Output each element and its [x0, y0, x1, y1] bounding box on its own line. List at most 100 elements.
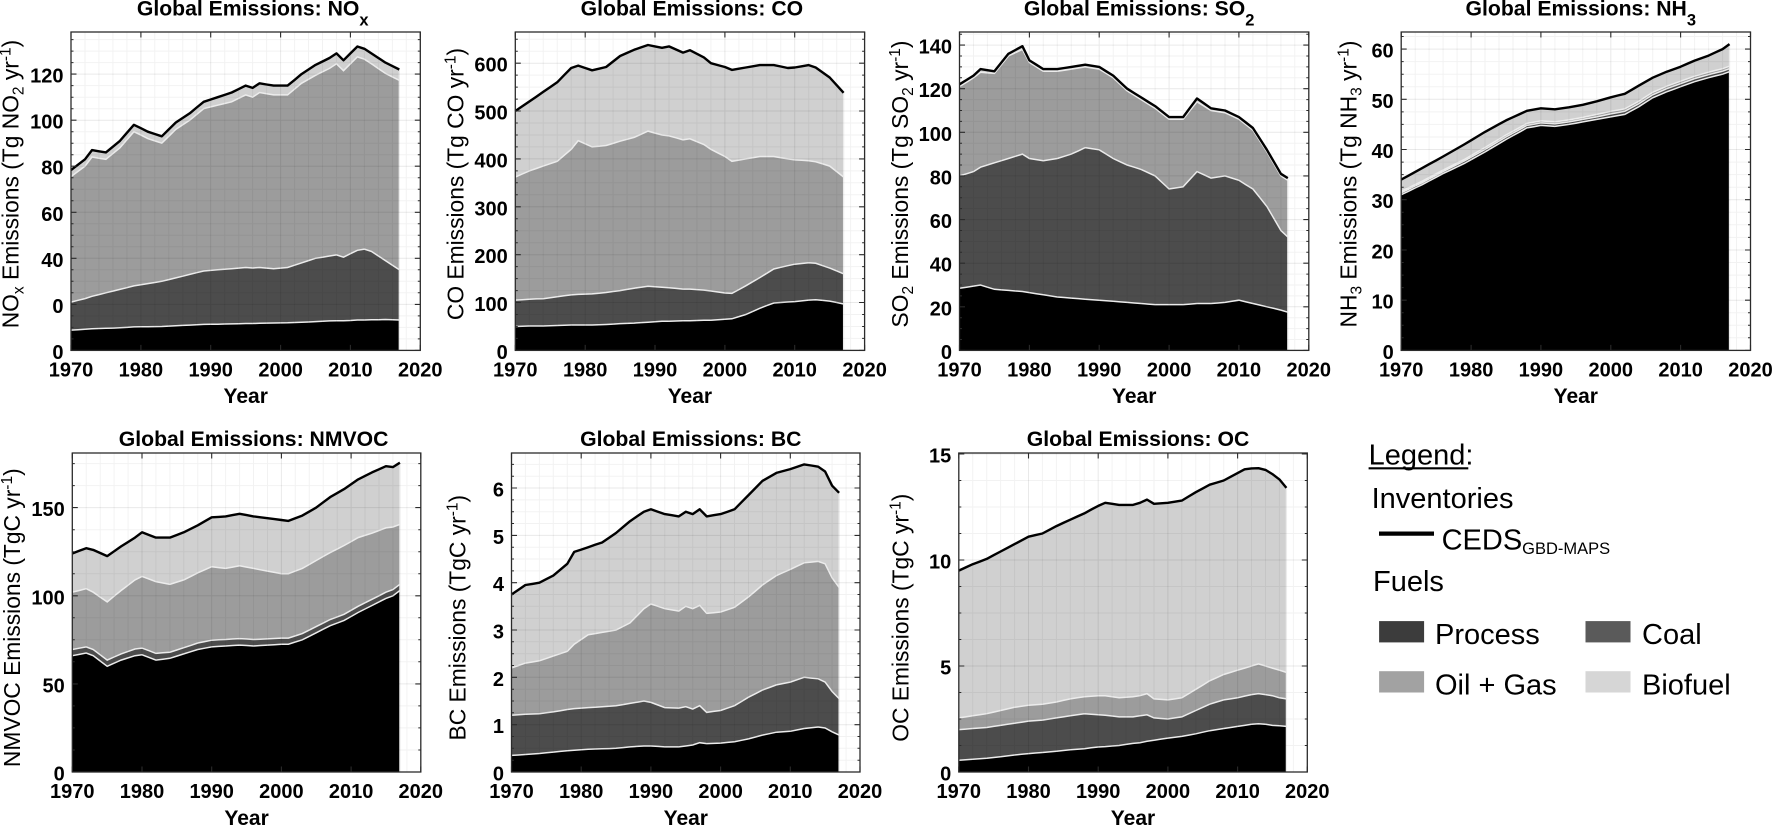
svg-text:Global Emissions: CO: Global Emissions: CO — [581, 0, 804, 20]
svg-text:60: 60 — [930, 211, 952, 233]
svg-text:100: 100 — [30, 112, 63, 134]
svg-text:1990: 1990 — [1076, 781, 1121, 803]
svg-text:Coal: Coal — [1642, 619, 1702, 651]
svg-text:Year: Year — [664, 807, 708, 826]
svg-text:NMVOC Emissions (TgC yr-1​): NMVOC Emissions (TgC yr-1​) — [0, 468, 25, 767]
svg-text:140: 140 — [919, 37, 952, 59]
svg-text:0: 0 — [941, 342, 952, 364]
svg-text:2: 2 — [493, 669, 504, 691]
svg-text:2000: 2000 — [703, 360, 748, 382]
svg-text:1970: 1970 — [49, 360, 94, 382]
svg-text:1980: 1980 — [1007, 360, 1052, 382]
svg-text:SO2​ Emissions (Tg SO2​ yr-1​): SO2​ Emissions (Tg SO2​ yr-1​) — [887, 41, 917, 328]
svg-text:40: 40 — [930, 255, 952, 277]
svg-text:Inventories: Inventories — [1372, 483, 1514, 515]
svg-text:5: 5 — [940, 658, 951, 680]
svg-text:4: 4 — [493, 574, 505, 596]
svg-text:2020: 2020 — [1728, 360, 1773, 382]
svg-text:40: 40 — [41, 250, 63, 272]
svg-text:6: 6 — [493, 480, 504, 502]
svg-text:80: 80 — [41, 158, 63, 180]
svg-text:Biofuel: Biofuel — [1642, 670, 1731, 702]
svg-text:Year: Year — [224, 385, 268, 408]
svg-text:2000: 2000 — [1589, 360, 1634, 382]
svg-text:BC Emissions (TgC yr-1​): BC Emissions (TgC yr-1​) — [444, 495, 470, 741]
svg-text:2000: 2000 — [258, 360, 303, 382]
svg-text:0: 0 — [52, 342, 63, 364]
svg-text:2020: 2020 — [842, 360, 887, 382]
svg-text:600: 600 — [474, 55, 507, 77]
svg-text:1970: 1970 — [937, 781, 982, 803]
svg-text:1970: 1970 — [1379, 360, 1424, 382]
svg-text:200: 200 — [474, 246, 507, 268]
svg-text:100: 100 — [919, 124, 952, 146]
svg-text:1970: 1970 — [50, 781, 95, 803]
svg-text:0: 0 — [940, 764, 951, 786]
svg-text:Year: Year — [1112, 385, 1156, 408]
svg-text:1990: 1990 — [1519, 360, 1564, 382]
svg-text:1990: 1990 — [189, 781, 234, 803]
svg-text:10: 10 — [929, 552, 951, 574]
svg-text:1980: 1980 — [559, 781, 604, 803]
svg-text:1990: 1990 — [1077, 360, 1122, 382]
svg-text:1980: 1980 — [120, 781, 165, 803]
svg-text:15: 15 — [929, 446, 951, 468]
svg-text:120: 120 — [919, 80, 952, 102]
svg-text:1: 1 — [493, 716, 504, 738]
svg-text:2010: 2010 — [772, 360, 817, 382]
svg-text:50: 50 — [1371, 91, 1393, 113]
svg-text:1980: 1980 — [1449, 360, 1494, 382]
svg-text:2020: 2020 — [1285, 781, 1330, 803]
svg-text:0: 0 — [52, 296, 63, 318]
svg-text:NOx​ Emissions (Tg NO2​ yr-1​): NOx​ Emissions (Tg NO2​ yr-1​) — [0, 40, 27, 329]
svg-text:Global Emissions: NMVOC: Global Emissions: NMVOC — [119, 428, 389, 451]
svg-text:1970: 1970 — [489, 781, 534, 803]
svg-text:60: 60 — [41, 204, 63, 226]
svg-text:2000: 2000 — [259, 781, 304, 803]
svg-text:Process: Process — [1435, 619, 1540, 651]
svg-text:Global Emissions: OC: Global Emissions: OC — [1027, 428, 1250, 451]
svg-text:20: 20 — [930, 298, 952, 320]
svg-text:80: 80 — [930, 167, 952, 189]
svg-text:Year: Year — [668, 385, 712, 408]
svg-text:2000: 2000 — [698, 781, 743, 803]
svg-text:0: 0 — [54, 764, 65, 786]
svg-text:10: 10 — [1371, 292, 1393, 314]
svg-text:2020: 2020 — [398, 360, 443, 382]
svg-text:2010: 2010 — [768, 781, 813, 803]
svg-text:120: 120 — [30, 66, 63, 88]
svg-text:100: 100 — [474, 294, 507, 316]
svg-text:NH3​ Emissions (Tg NH3​ yr-1​): NH3​ Emissions (Tg NH3​ yr-1​) — [1335, 41, 1365, 328]
svg-text:60: 60 — [1371, 41, 1393, 63]
svg-text:30: 30 — [1371, 191, 1393, 213]
svg-text:Legend:: Legend: — [1369, 439, 1474, 471]
svg-text:500: 500 — [474, 103, 507, 125]
svg-text:2010: 2010 — [328, 360, 373, 382]
svg-text:1990: 1990 — [629, 781, 674, 803]
svg-text:5: 5 — [493, 527, 504, 549]
svg-text:0: 0 — [1383, 342, 1394, 364]
svg-text:2010: 2010 — [329, 781, 374, 803]
svg-text:2000: 2000 — [1147, 360, 1192, 382]
svg-text:2020: 2020 — [1287, 360, 1332, 382]
svg-text:400: 400 — [474, 150, 507, 172]
svg-text:1980: 1980 — [563, 360, 608, 382]
svg-text:OC Emissions (TgC yr-1​): OC Emissions (TgC yr-1​) — [888, 494, 914, 742]
svg-text:150: 150 — [31, 499, 64, 521]
svg-text:50: 50 — [43, 675, 65, 697]
svg-text:Global Emissions: BC: Global Emissions: BC — [580, 428, 801, 451]
svg-text:3: 3 — [493, 622, 504, 644]
svg-text:0: 0 — [493, 764, 504, 786]
svg-text:1990: 1990 — [188, 360, 233, 382]
svg-text:CO Emissions (Tg CO yr-1​): CO Emissions (Tg CO yr-1​) — [443, 48, 469, 320]
svg-text:20: 20 — [1371, 242, 1393, 264]
svg-text:2020: 2020 — [838, 781, 883, 803]
svg-text:1970: 1970 — [493, 360, 538, 382]
svg-text:1980: 1980 — [1006, 781, 1051, 803]
svg-text:Fuels: Fuels — [1373, 566, 1444, 598]
svg-text:Year: Year — [224, 807, 268, 826]
svg-text:100: 100 — [31, 587, 64, 609]
svg-text:1990: 1990 — [633, 360, 678, 382]
svg-text:0: 0 — [497, 342, 508, 364]
svg-text:300: 300 — [474, 198, 507, 220]
